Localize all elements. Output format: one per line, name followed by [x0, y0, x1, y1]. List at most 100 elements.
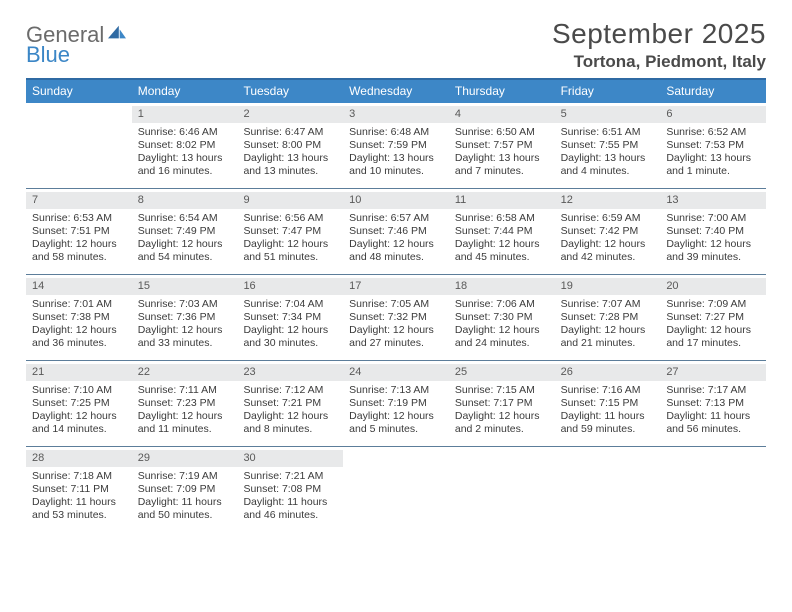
sunset-line: Sunset: 7:34 PM — [243, 311, 337, 324]
sunrise-line: Sunrise: 7:21 AM — [243, 470, 337, 483]
day-header: Sunday — [26, 80, 132, 103]
daylight-line: and 2 minutes. — [455, 423, 549, 436]
daylight-line: and 59 minutes. — [561, 423, 655, 436]
sunset-line: Sunset: 7:30 PM — [455, 311, 549, 324]
daylight-line: and 53 minutes. — [32, 509, 126, 522]
day-number: 26 — [555, 364, 661, 381]
day-header-row: Sunday Monday Tuesday Wednesday Thursday… — [26, 80, 766, 103]
day-cell: 25Sunrise: 7:15 AMSunset: 7:17 PMDayligh… — [449, 361, 555, 446]
sunrise-line: Sunrise: 6:56 AM — [243, 212, 337, 225]
sunrise-line: Sunrise: 6:50 AM — [455, 126, 549, 139]
daylight-line: and 42 minutes. — [561, 251, 655, 264]
daylight-line: and 24 minutes. — [455, 337, 549, 350]
sunset-line: Sunset: 7:42 PM — [561, 225, 655, 238]
daylight-line: Daylight: 13 hours — [666, 152, 760, 165]
day-cell — [449, 447, 555, 533]
sunset-line: Sunset: 7:32 PM — [349, 311, 443, 324]
daylight-line: Daylight: 11 hours — [32, 496, 126, 509]
daylight-line: and 56 minutes. — [666, 423, 760, 436]
daylight-line: and 11 minutes. — [138, 423, 232, 436]
title-location: Tortona, Piedmont, Italy — [552, 52, 766, 72]
daylight-line: Daylight: 13 hours — [349, 152, 443, 165]
daylight-line: Daylight: 13 hours — [455, 152, 549, 165]
sunset-line: Sunset: 7:17 PM — [455, 397, 549, 410]
day-cell: 14Sunrise: 7:01 AMSunset: 7:38 PMDayligh… — [26, 275, 132, 360]
day-cell: 24Sunrise: 7:13 AMSunset: 7:19 PMDayligh… — [343, 361, 449, 446]
sunset-line: Sunset: 7:49 PM — [138, 225, 232, 238]
day-cell: 5Sunrise: 6:51 AMSunset: 7:55 PMDaylight… — [555, 103, 661, 188]
daylight-line: Daylight: 12 hours — [561, 324, 655, 337]
sunrise-line: Sunrise: 6:52 AM — [666, 126, 760, 139]
daylight-line: Daylight: 12 hours — [138, 238, 232, 251]
daylight-line: Daylight: 12 hours — [349, 238, 443, 251]
daylight-line: Daylight: 12 hours — [666, 324, 760, 337]
day-cell: 19Sunrise: 7:07 AMSunset: 7:28 PMDayligh… — [555, 275, 661, 360]
day-cell — [343, 447, 449, 533]
daylight-line: Daylight: 13 hours — [561, 152, 655, 165]
sunrise-line: Sunrise: 7:09 AM — [666, 298, 760, 311]
daylight-line: and 33 minutes. — [138, 337, 232, 350]
daylight-line: Daylight: 12 hours — [138, 324, 232, 337]
day-number: 9 — [237, 192, 343, 209]
day-cell: 23Sunrise: 7:12 AMSunset: 7:21 PMDayligh… — [237, 361, 343, 446]
day-number: 30 — [237, 450, 343, 467]
daylight-line: and 51 minutes. — [243, 251, 337, 264]
daylight-line: and 5 minutes. — [349, 423, 443, 436]
daylight-line: and 13 minutes. — [243, 165, 337, 178]
daylight-line: and 39 minutes. — [666, 251, 760, 264]
daylight-line: Daylight: 12 hours — [32, 324, 126, 337]
day-number: 20 — [660, 278, 766, 295]
sunset-line: Sunset: 7:28 PM — [561, 311, 655, 324]
sunset-line: Sunset: 7:19 PM — [349, 397, 443, 410]
sunset-line: Sunset: 7:09 PM — [138, 483, 232, 496]
sunrise-line: Sunrise: 7:07 AM — [561, 298, 655, 311]
sunrise-line: Sunrise: 6:53 AM — [32, 212, 126, 225]
daylight-line: Daylight: 11 hours — [561, 410, 655, 423]
sunrise-line: Sunrise: 7:15 AM — [455, 384, 549, 397]
daylight-line: and 4 minutes. — [561, 165, 655, 178]
sunset-line: Sunset: 7:21 PM — [243, 397, 337, 410]
sunset-line: Sunset: 7:38 PM — [32, 311, 126, 324]
sunrise-line: Sunrise: 6:58 AM — [455, 212, 549, 225]
day-number: 11 — [449, 192, 555, 209]
day-cell: 20 Sunrise: 7:09 AMSunset: 7:27 PMDayligh… — [660, 275, 766, 360]
daylight-line: and 27 minutes. — [349, 337, 443, 350]
sunrise-line: Sunrise: 7:05 AM — [349, 298, 443, 311]
sunrise-line: Sunrise: 7:18 AM — [32, 470, 126, 483]
sunset-line: Sunset: 7:44 PM — [455, 225, 549, 238]
day-cell: 7Sunrise: 6:53 AMSunset: 7:51 PMDaylight… — [26, 189, 132, 274]
daylight-line: Daylight: 12 hours — [455, 238, 549, 251]
sunset-line: Sunset: 7:57 PM — [455, 139, 549, 152]
logo: General Blue — [26, 18, 128, 65]
daylight-line: and 30 minutes. — [243, 337, 337, 350]
calendar: Sunday Monday Tuesday Wednesday Thursday… — [26, 78, 766, 533]
day-cell: 13Sunrise: 7:00 AMSunset: 7:40 PMDayligh… — [660, 189, 766, 274]
daylight-line: and 46 minutes. — [243, 509, 337, 522]
day-number: 21 — [26, 364, 132, 381]
day-cell: 18Sunrise: 7:06 AMSunset: 7:30 PMDayligh… — [449, 275, 555, 360]
day-cell: 21Sunrise: 7:10 AMSunset: 7:25 PMDayligh… — [26, 361, 132, 446]
day-number: 5 — [555, 106, 661, 123]
logo-text: General Blue — [26, 24, 128, 65]
sunset-line: Sunset: 7:25 PM — [32, 397, 126, 410]
daylight-line: and 36 minutes. — [32, 337, 126, 350]
sunset-line: Sunset: 8:02 PM — [138, 139, 232, 152]
day-cell: 8Sunrise: 6:54 AMSunset: 7:49 PMDaylight… — [132, 189, 238, 274]
day-cell: 30Sunrise: 7:21 AMSunset: 7:08 PMDayligh… — [237, 447, 343, 533]
sunrise-line: Sunrise: 6:54 AM — [138, 212, 232, 225]
day-number: 1 — [132, 106, 238, 123]
day-cell: 15Sunrise: 7:03 AMSunset: 7:36 PMDayligh… — [132, 275, 238, 360]
day-cell: 4Sunrise: 6:50 AMSunset: 7:57 PMDaylight… — [449, 103, 555, 188]
daylight-line: and 10 minutes. — [349, 165, 443, 178]
sunrise-line: Sunrise: 6:46 AM — [138, 126, 232, 139]
day-number: 7 — [26, 192, 132, 209]
daylight-line: Daylight: 12 hours — [243, 238, 337, 251]
sunset-line: Sunset: 7:27 PM — [666, 311, 760, 324]
daylight-line: and 48 minutes. — [349, 251, 443, 264]
day-cell: 1Sunrise: 6:46 AMSunset: 8:02 PMDaylight… — [132, 103, 238, 188]
day-number: 6 — [660, 106, 766, 123]
day-cell: 12Sunrise: 6:59 AMSunset: 7:42 PMDayligh… — [555, 189, 661, 274]
weeks-container: 1 Sunrise: 6:46 AMSunset: 8:02 PM Daylight… — [26, 103, 766, 533]
day-cell: 28Sunrise: 7:18 AMSunset: 7:11 PMDayligh… — [26, 447, 132, 533]
daylight-line: and 50 minutes. — [138, 509, 232, 522]
